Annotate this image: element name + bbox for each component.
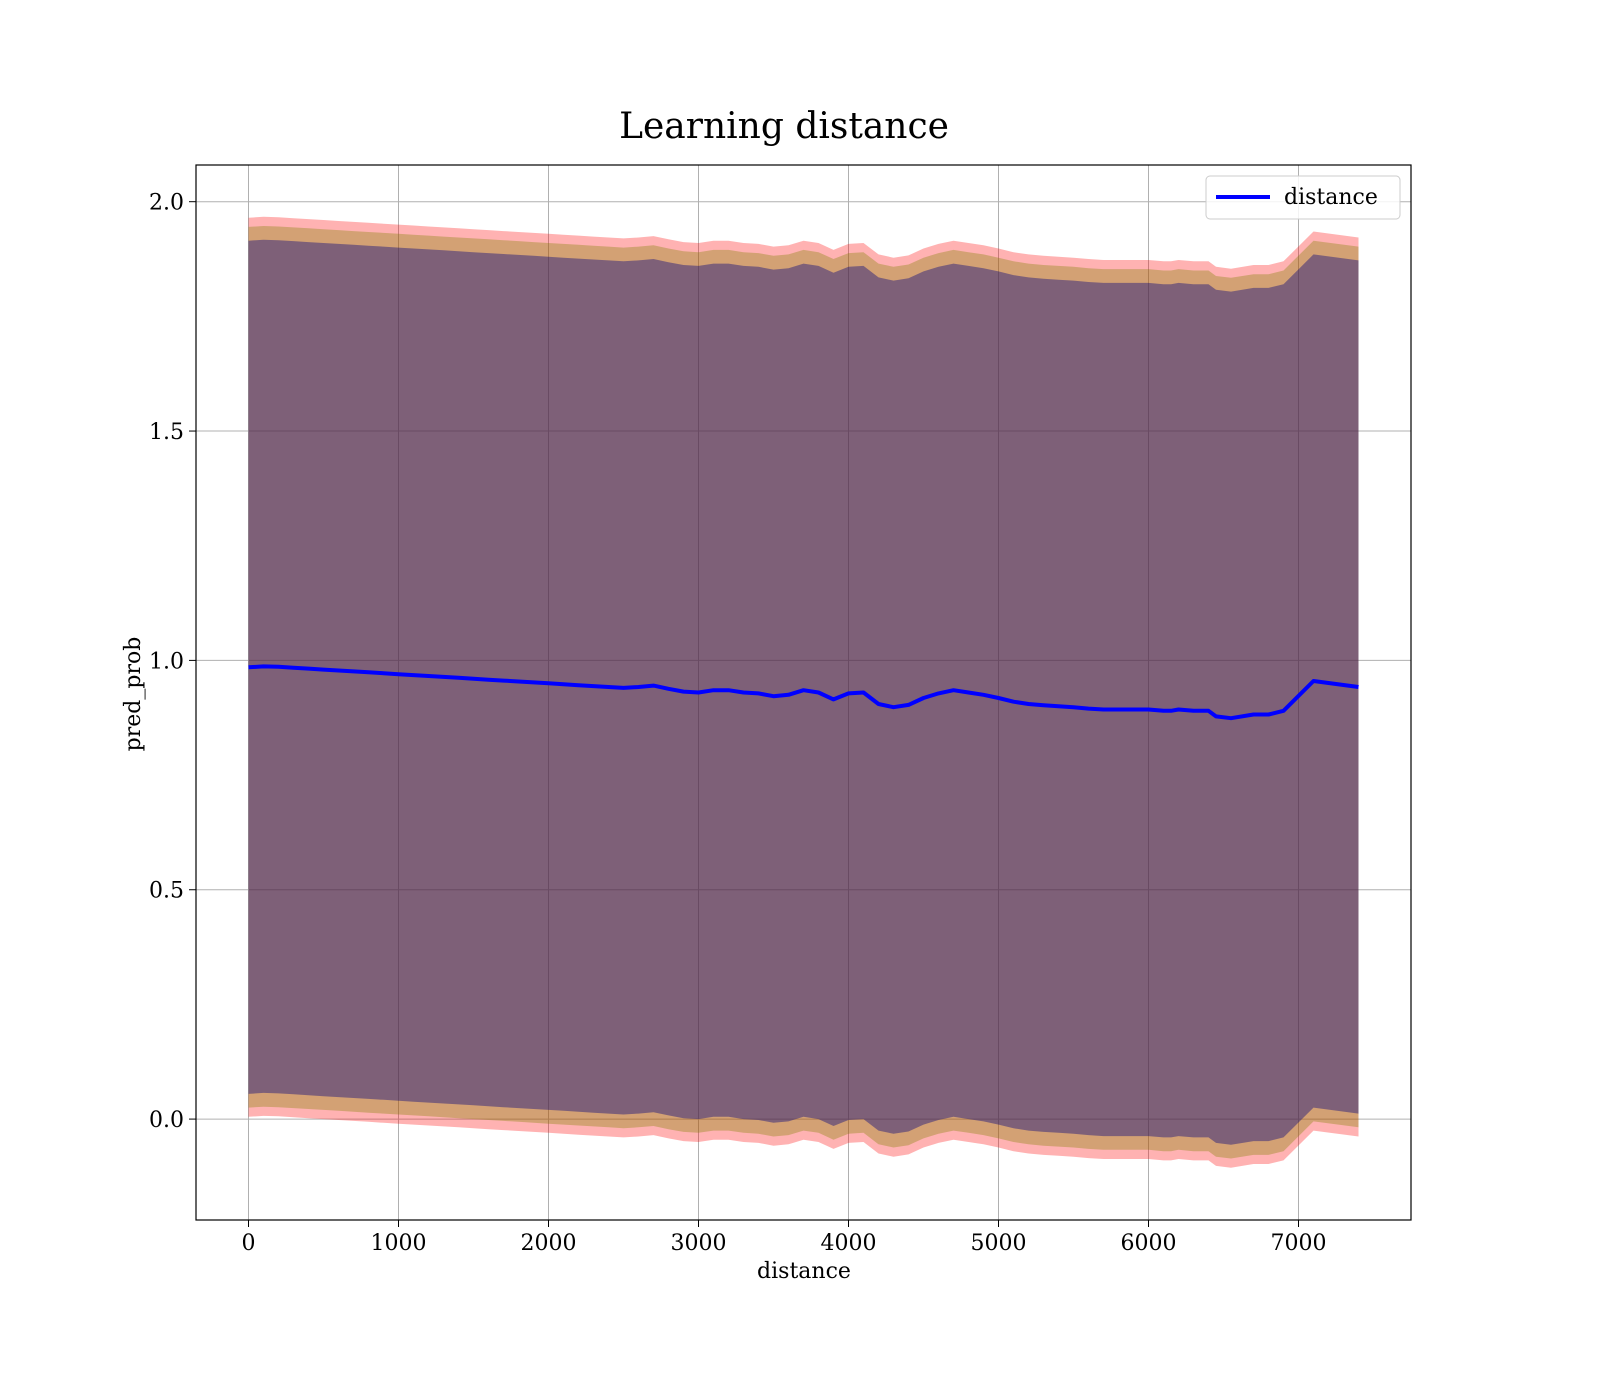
x-tick-label-6: 6000 [1121,1231,1177,1256]
x-tick-label-3: 3000 [671,1231,727,1256]
legend-box [1205,175,1401,220]
chart-title: Learning distance [619,106,949,147]
y-tick-label-0: 0.0 [149,1108,184,1133]
gridlines [196,165,1411,1220]
x-tick-label-5: 5000 [971,1231,1027,1256]
y-tick-label-4: 2.0 [149,191,184,216]
confidence-bands [248,216,1359,1168]
x-tick-label-7: 7000 [1271,1231,1327,1256]
legend: distance [1205,175,1401,220]
series-lines [248,664,1359,721]
band-2 [248,239,1359,1145]
x-axis-ticks: 0 1000 2000 3000 4000 5000 6000 7000 [242,1220,1327,1256]
x-tick-label-1: 1000 [371,1231,427,1256]
y-tick-label-1: 0.5 [149,879,184,904]
plot-frame [195,164,1412,1221]
x-tick-label-4: 4000 [821,1231,877,1256]
y-tick-label-3: 1.5 [149,420,184,445]
plot-border [195,164,1412,1221]
y-axis-ticks: 0.0 0.5 1.0 1.5 2.0 [149,191,196,1133]
y-tick-label-2: 1.0 [149,649,184,674]
x-axis-label: distance [757,1259,851,1284]
y-axis-label: pred_prob [121,637,146,752]
series-line-distance [248,664,1359,721]
x-tick-label-0: 0 [242,1231,256,1256]
x-tick-label-2: 2000 [521,1231,577,1256]
legend-entry-distance: distance [1284,185,1378,210]
